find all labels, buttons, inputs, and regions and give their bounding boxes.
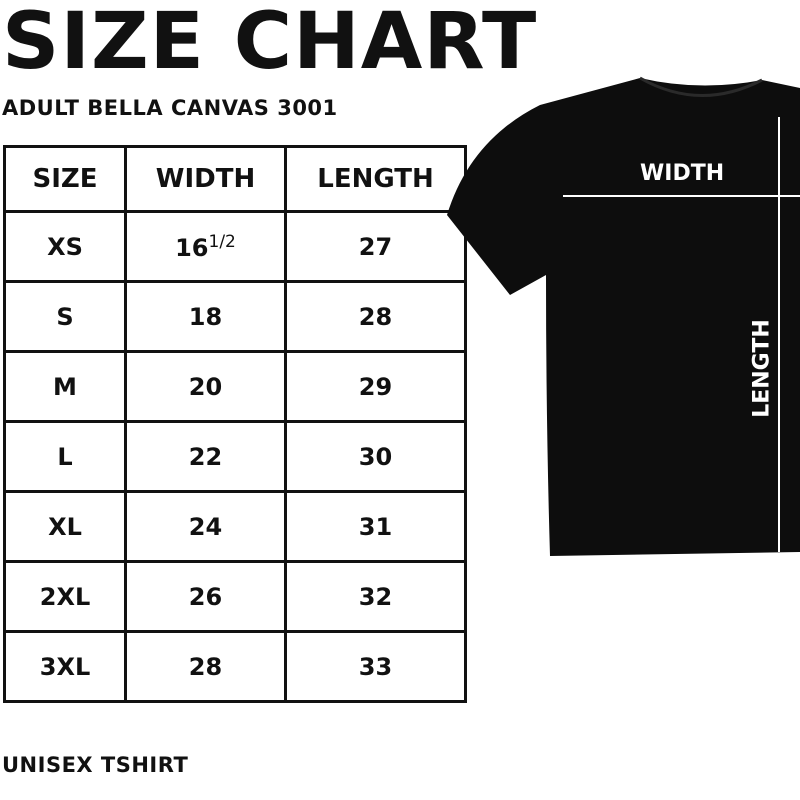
size-cell: M [3,350,127,423]
length-cell-value: 28 [358,302,393,331]
size-cell: 2XL [3,560,127,633]
size-cell-value: 3XL [39,652,91,681]
width-cell: 24 [124,490,287,563]
subtitle: ADULT BELLA CANVAS 3001 [2,96,338,120]
table-row: 3XL 28 33 [3,630,467,703]
width-cell-value: 20 [188,372,223,401]
width-cell: 26 [124,560,287,633]
width-cell: 22 [124,420,287,493]
length-cell: 31 [284,490,467,563]
table-row: XS 161/2 27 [3,210,467,283]
length-cell-value: 33 [358,652,393,681]
width-cell-value: 18 [188,302,223,331]
table-row: L 22 30 [3,420,467,493]
size-cell-value: S [56,302,74,331]
size-cell-value: M [53,372,77,401]
tshirt-image [447,78,800,556]
size-cell: S [3,280,127,353]
size-cell-value: XS [47,232,83,261]
length-cell: 32 [284,560,467,633]
tshirt-collar [639,76,763,97]
table-row: XL 24 31 [3,490,467,563]
length-label: LENGTH [749,319,775,418]
width-cell-value: 16 [175,233,209,262]
width-cell: 20 [124,350,287,423]
length-cell: 30 [284,420,467,493]
size-cell: XL [3,490,127,563]
length-cell: 27 [284,210,467,283]
width-cell: 161/2 [124,210,287,283]
width-cell: 28 [124,630,287,703]
size-cell-value: XL [48,512,82,541]
size-table: SIZE WIDTH LENGTH XS 161/2 27 S 18 28 M 20 29 L 22… [3,145,467,703]
table-header-row: SIZE WIDTH LENGTH [3,145,467,213]
width-fraction: 1/2 [208,231,236,252]
width-cell-value: 28 [188,652,223,681]
header-length: LENGTH [284,145,467,213]
width-label: WIDTH [640,161,725,186]
width-cell-value: 24 [188,512,223,541]
header-size: SIZE [3,145,127,213]
footer-text: UNISEX TSHIRT [2,753,189,777]
length-cell-value: 27 [358,232,393,261]
length-cell-value: 31 [358,512,393,541]
table-row: S 18 28 [3,280,467,353]
page-title: SIZE CHART [2,0,538,87]
width-cell-value: 26 [188,582,223,611]
length-cell-value: 29 [358,372,393,401]
table-row: M 20 29 [3,350,467,423]
size-cell-value: L [57,442,73,471]
size-cell-value: 2XL [39,582,91,611]
table-row: 2XL 26 32 [3,560,467,633]
width-cell: 18 [124,280,287,353]
header-width: WIDTH [124,145,287,213]
length-cell: 33 [284,630,467,703]
length-cell: 29 [284,350,467,423]
length-cell: 28 [284,280,467,353]
width-cell-value: 22 [188,442,223,471]
size-cell: XS [3,210,127,283]
length-cell-value: 32 [358,582,393,611]
size-cell: L [3,420,127,493]
size-cell: 3XL [3,630,127,703]
length-cell-value: 30 [358,442,393,471]
